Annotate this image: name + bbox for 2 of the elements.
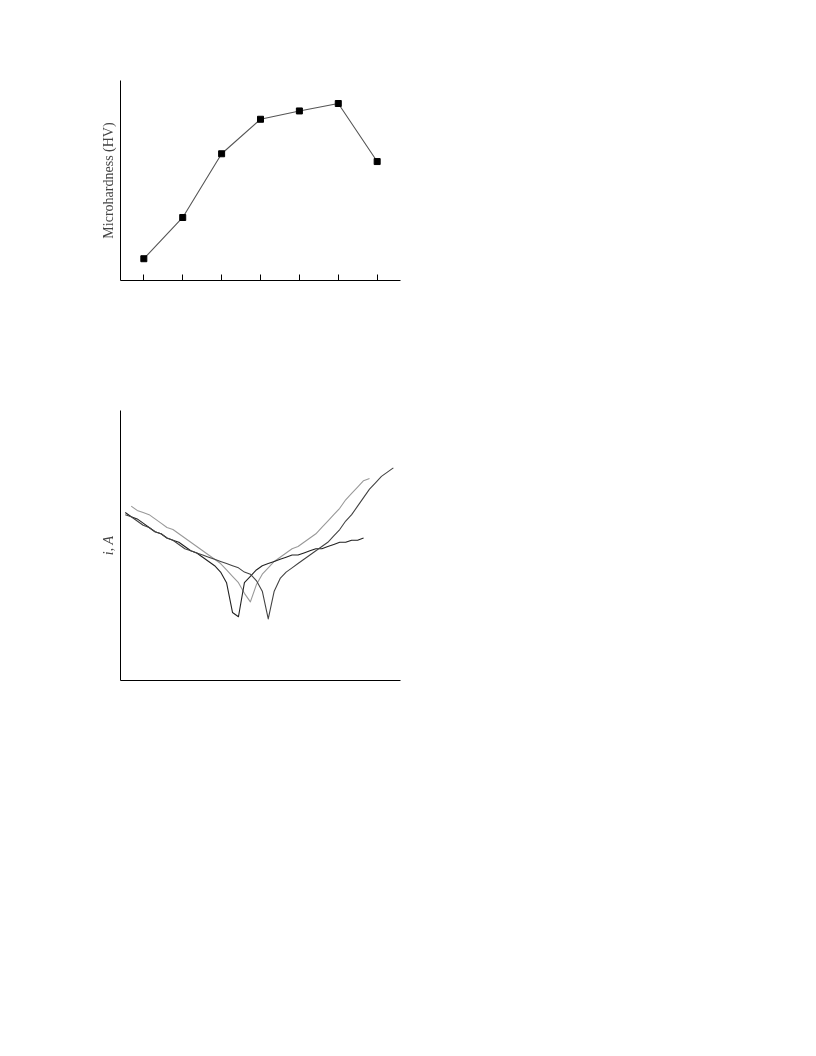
y-axis-title: Microhardness (HV) bbox=[100, 122, 117, 239]
y-axis-title: i, A bbox=[100, 535, 116, 556]
